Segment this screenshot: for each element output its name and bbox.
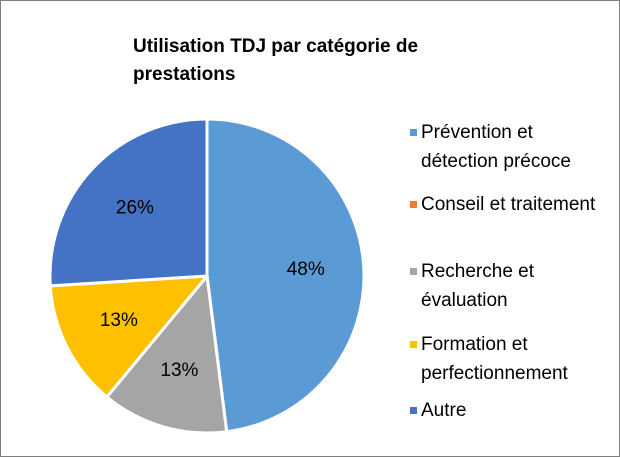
legend-label: Conseil et traitement bbox=[421, 194, 596, 215]
data-label: 26% bbox=[116, 197, 154, 218]
legend-swatch bbox=[410, 129, 417, 136]
legend-label: Prévention et détection précoce bbox=[421, 122, 571, 172]
legend-entry: Formation et perfectionnement bbox=[410, 330, 615, 388]
legend-swatch bbox=[410, 407, 417, 414]
legend-label: Recherche et évaluation bbox=[421, 261, 535, 311]
legend-label: Formation et perfectionnement bbox=[421, 334, 568, 384]
pie-slice bbox=[48, 117, 209, 288]
chart-title: Utilisation TDJ par catégorie de prestat… bbox=[133, 36, 419, 85]
legend-entry: Recherche et évaluation bbox=[410, 257, 615, 315]
legend-swatch bbox=[410, 201, 417, 208]
legend-swatch bbox=[410, 341, 417, 348]
data-label: 13% bbox=[100, 310, 138, 331]
pie-slice bbox=[205, 117, 366, 434]
pie-slice bbox=[105, 274, 229, 435]
legend-entry: Prévention et détection précoce bbox=[410, 118, 615, 176]
data-label: 48% bbox=[287, 259, 325, 280]
data-label: 13% bbox=[160, 360, 198, 381]
legend-entry: Autre bbox=[410, 396, 615, 425]
legend-entry: Conseil et traitement bbox=[410, 190, 615, 219]
legend-swatch bbox=[410, 268, 417, 275]
legend-label: Autre bbox=[421, 400, 467, 421]
pie-slice bbox=[48, 274, 209, 399]
